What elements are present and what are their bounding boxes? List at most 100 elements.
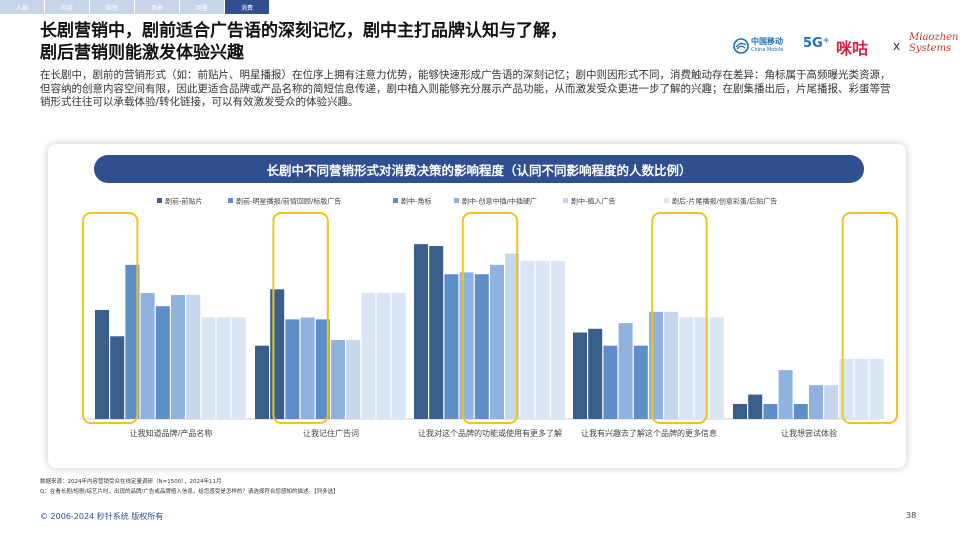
category-label-0: 让我知道品牌/产品名称: [130, 428, 213, 438]
bar-s6-c1: [346, 340, 361, 419]
tab-star[interactable]: 明星: [180, 0, 224, 14]
bar-s9-c2: [550, 261, 565, 419]
category-label-4: 让我想尝试体验: [781, 428, 837, 438]
bar-s2-c0: [125, 264, 140, 419]
copyright: © 2006-2024 秒针系统 版权所有: [40, 512, 164, 521]
legend-swatch-0: [157, 198, 162, 203]
bar-s4-c2: [474, 274, 489, 419]
bar-s1-c4: [748, 394, 763, 419]
bar-s5-c0: [171, 294, 185, 419]
bar-s3-c2: [459, 272, 474, 419]
legend-label-6: 剧中-植入广告: [571, 197, 616, 206]
chart-title: 长剧中不同营销形式对消费决策的影响程度（认同不同影响程度的人数比例）: [94, 155, 864, 183]
bar-s1-c1: [270, 289, 285, 419]
bar-s8-c4: [854, 358, 869, 419]
bar-s4-c4: [793, 403, 808, 419]
bar-s4-c1: [315, 319, 330, 419]
bar-s2-c2: [444, 274, 459, 419]
highlight-box-2: [461, 212, 519, 424]
page-number: 38: [906, 511, 917, 520]
category-label-1: 让我记住广告词: [303, 428, 359, 438]
bar-s3-c1: [300, 317, 315, 419]
tab-stickiness[interactable]: 粘性: [90, 0, 134, 14]
bar-s0-c0: [95, 309, 109, 419]
bar-s9-c0: [231, 317, 246, 419]
bar-s3-c4: [778, 370, 793, 419]
bar-s2-c1: [285, 319, 300, 419]
bar-s7-c2: [520, 261, 535, 419]
bar-s8-c3: [694, 317, 709, 419]
bar-s8-c1: [376, 293, 391, 419]
title-line-2: 剧后营销则能激发体验兴趣: [40, 43, 244, 63]
migu-logo: 咪咕: [836, 39, 869, 58]
bar-s0-c1: [255, 345, 269, 419]
bar-s7-c0: [201, 317, 216, 419]
partner-logos: 中国移动 China Mobile 5G⁺ 咪咕 x Miaozhen Syst…: [733, 32, 959, 64]
bar-s9-c3: [709, 317, 724, 419]
miaozhen-line-2: Systems: [909, 43, 952, 54]
bar-s3-c0: [140, 293, 155, 419]
bar-s5-c2: [490, 264, 504, 419]
highlight-box-0: [82, 212, 139, 424]
bar-s1-c2: [429, 246, 444, 419]
partner-x: x: [893, 39, 901, 53]
category-label-3: 让我有兴趣去了解这个品牌的更多信息: [581, 428, 717, 438]
bar-s5-c3: [649, 311, 663, 419]
china-mobile-name-cn: 中国移动: [751, 37, 783, 46]
bar-s0-c4: [733, 403, 747, 419]
highlight-box-1: [272, 212, 329, 424]
legend-label-4: 剧中-角标: [401, 197, 432, 206]
legend-label-0: 剧前-前贴片: [165, 197, 203, 206]
bar-s0-c3: [573, 332, 587, 419]
legend-swatch-5: [454, 198, 459, 203]
page-description: 在长剧中，剧前的营销形式（如：前贴片、明星播报）在位序上拥有注意力优势，能够快速…: [40, 69, 891, 108]
bar-s2-c3: [603, 345, 618, 419]
five-g-logo: 5G⁺: [803, 36, 830, 51]
bar-s6-c0: [186, 294, 201, 419]
bar-s4-c3: [633, 345, 648, 419]
bar-s9-c4: [869, 358, 884, 419]
legend-swatch-8: [664, 198, 669, 203]
legend-label-5: 剧中-创意中插/中插硬广: [462, 197, 537, 206]
bar-s8-c2: [535, 261, 550, 419]
category-label-2: 让我对这个品牌的功能或使用有更多了解: [418, 428, 562, 438]
legend-swatch-4: [393, 198, 398, 203]
tab-crowd[interactable]: 人群: [0, 0, 44, 14]
bar-s3-c3: [618, 323, 633, 419]
bar-s1-c0: [110, 336, 125, 419]
highlight-box-3: [651, 212, 708, 424]
bar-s1-c3: [588, 328, 603, 419]
highlight-box-4: [841, 212, 898, 424]
bar-s9-c1: [391, 293, 406, 419]
bar-s6-c2: [505, 253, 520, 419]
miaozhen-line-1: Miaozhen: [909, 32, 959, 43]
legend-swatch-6: [563, 198, 568, 203]
bar-s6-c3: [664, 311, 679, 419]
survey-question: Q：在看长剧/短剧/综艺片时，出现的品牌/广告或品牌植入信息，给您感受是怎样的？…: [40, 489, 339, 495]
legend-label-2: 剧前-明星播报/前情回顾/标版广告: [236, 197, 341, 206]
page-title: 长剧营销中，剧前适合广告语的深刻记忆，剧中主打品牌认知与了解， 剧后营销则能激发…: [40, 20, 680, 64]
bar-s0-c2: [414, 244, 428, 419]
bar-s2-c4: [763, 403, 778, 419]
title-line-1: 长剧营销中，剧前适合广告语的深刻记忆，剧中主打品牌认知与了解，: [40, 21, 567, 41]
china-mobile-name-en: China Mobile: [751, 47, 784, 53]
bar-s8-c0: [216, 317, 231, 419]
bar-s7-c3: [679, 317, 694, 419]
miaozhen-logo: Miaozhen Systems: [909, 32, 959, 54]
tab-consumption[interactable]: 消费: [225, 0, 269, 14]
legend-label-8: 剧后-片尾播报/创意彩蛋/后贴广告: [672, 197, 777, 206]
bar-s5-c1: [331, 340, 345, 419]
legend-swatch-2: [228, 198, 233, 203]
tab-content[interactable]: 内容: [45, 0, 89, 14]
china-mobile-logo: 中国移动 China Mobile: [733, 37, 783, 55]
data-source: 数据来源：2024年内容营销受众在线定量调研（N=1500），2024年11月: [40, 479, 222, 485]
bar-s4-c0: [155, 306, 170, 419]
section-tabs: 人群 内容 粘性 场景 明星 消费: [0, 0, 270, 14]
tab-scene[interactable]: 场景: [135, 0, 179, 14]
bar-s6-c4: [824, 385, 839, 419]
bar-s7-c4: [839, 358, 854, 419]
bar-s7-c1: [361, 293, 376, 419]
bar-s5-c4: [809, 385, 823, 419]
china-mobile-icon: [733, 38, 749, 54]
